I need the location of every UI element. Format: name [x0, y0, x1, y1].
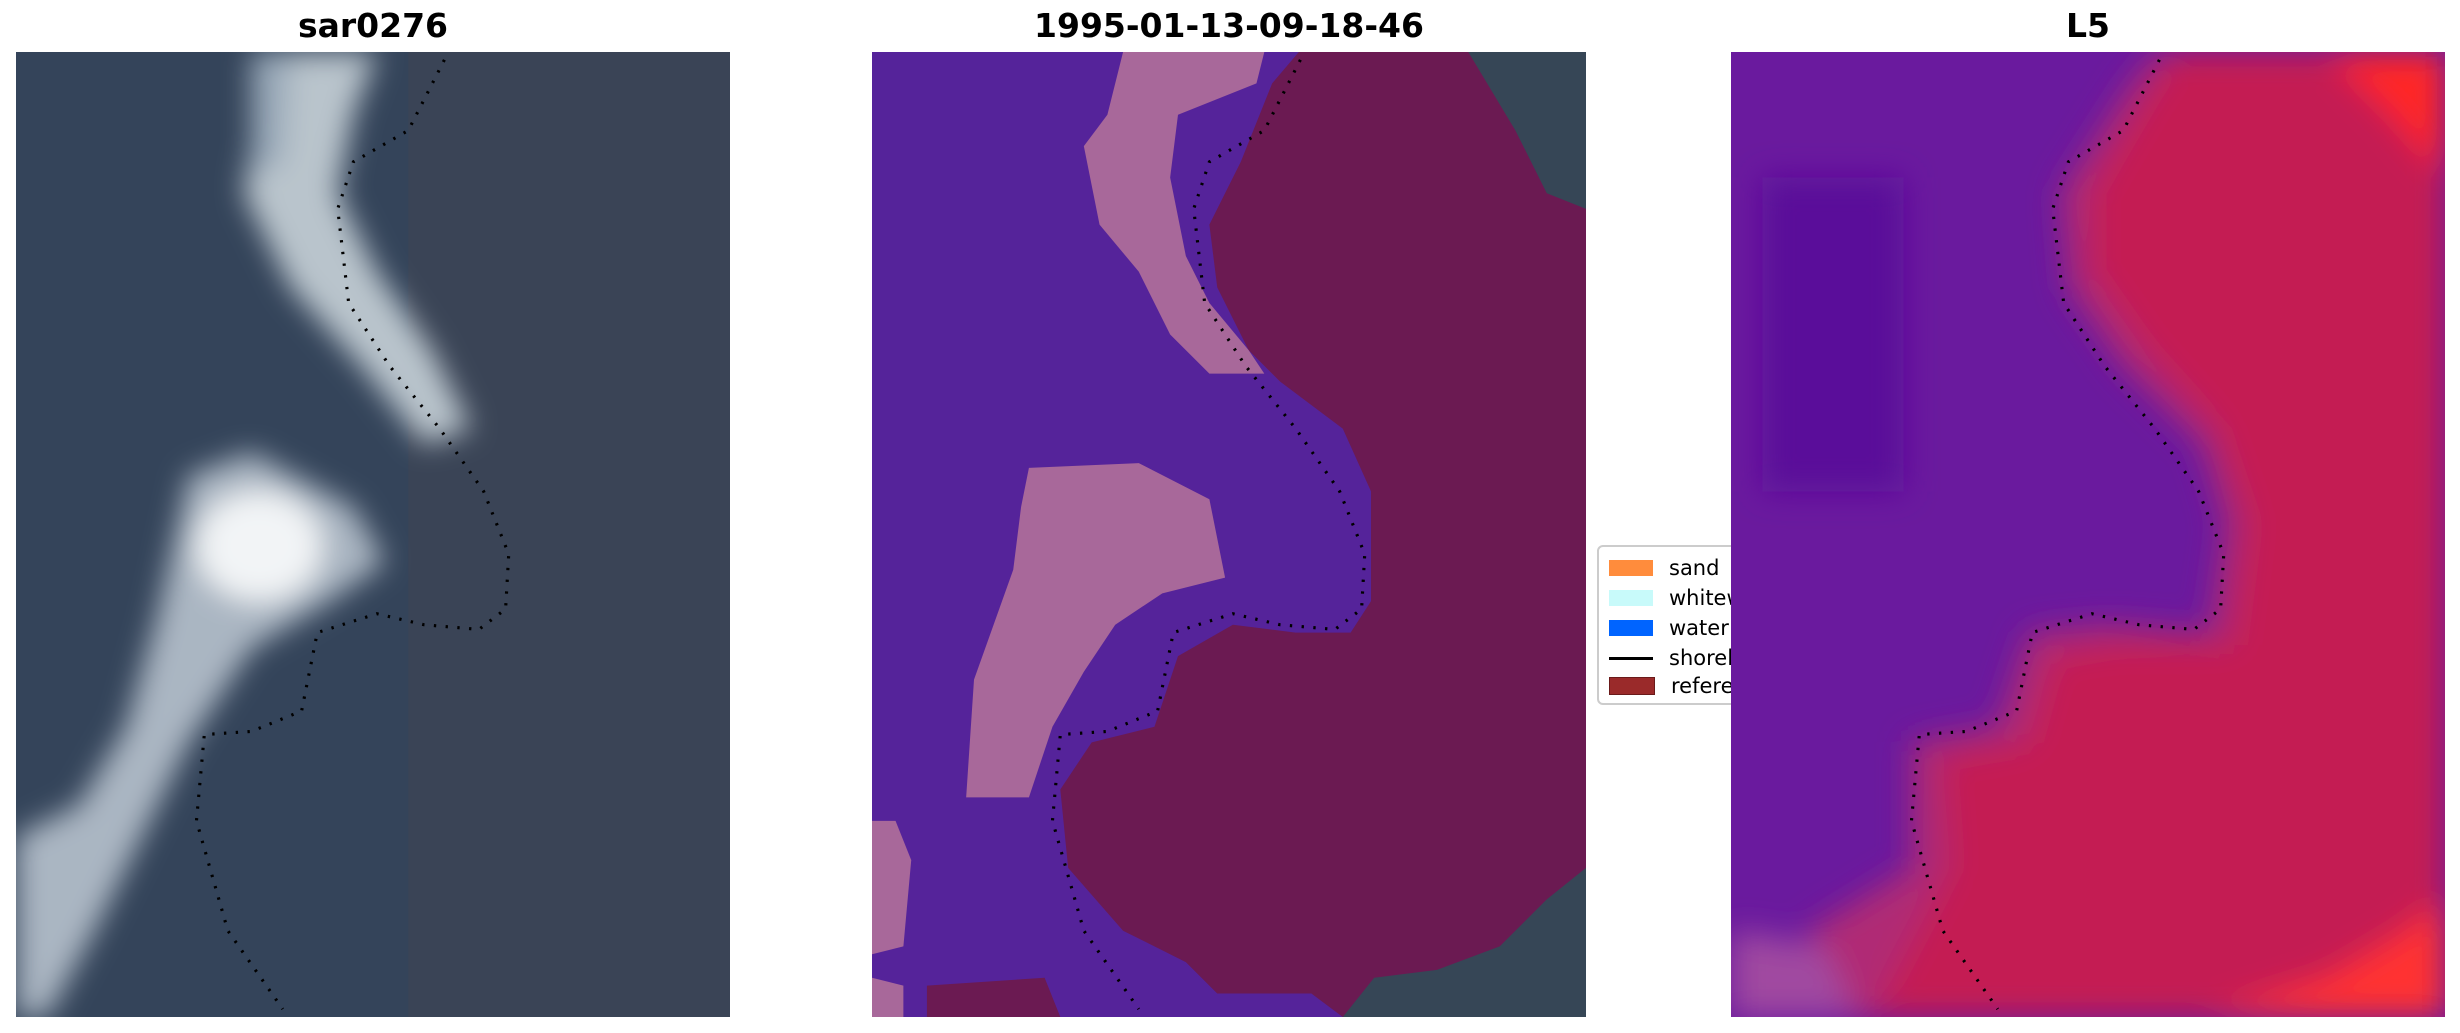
legend-label: sand — [1669, 556, 1720, 580]
legend-label: water — [1669, 616, 1729, 640]
panel-title-2: 1995-01-13-09-18-46 — [1034, 6, 1424, 45]
sand-swatch — [1609, 560, 1653, 576]
satellite-image-panel — [16, 52, 730, 1017]
water-swatch — [1609, 620, 1653, 636]
legend-item-sand: sand — [1609, 555, 1719, 581]
panel-title-3: L5 — [2066, 6, 2110, 45]
classified-image-panel — [872, 52, 1586, 1017]
shoreline-line-icon — [1609, 656, 1653, 660]
probability-image-panel — [1731, 52, 2445, 1017]
panel-title-1: sar0276 — [297, 6, 449, 45]
reference-swatch — [1609, 677, 1655, 695]
whitewater-swatch — [1609, 590, 1653, 606]
legend-item-water: water — [1609, 615, 1729, 641]
